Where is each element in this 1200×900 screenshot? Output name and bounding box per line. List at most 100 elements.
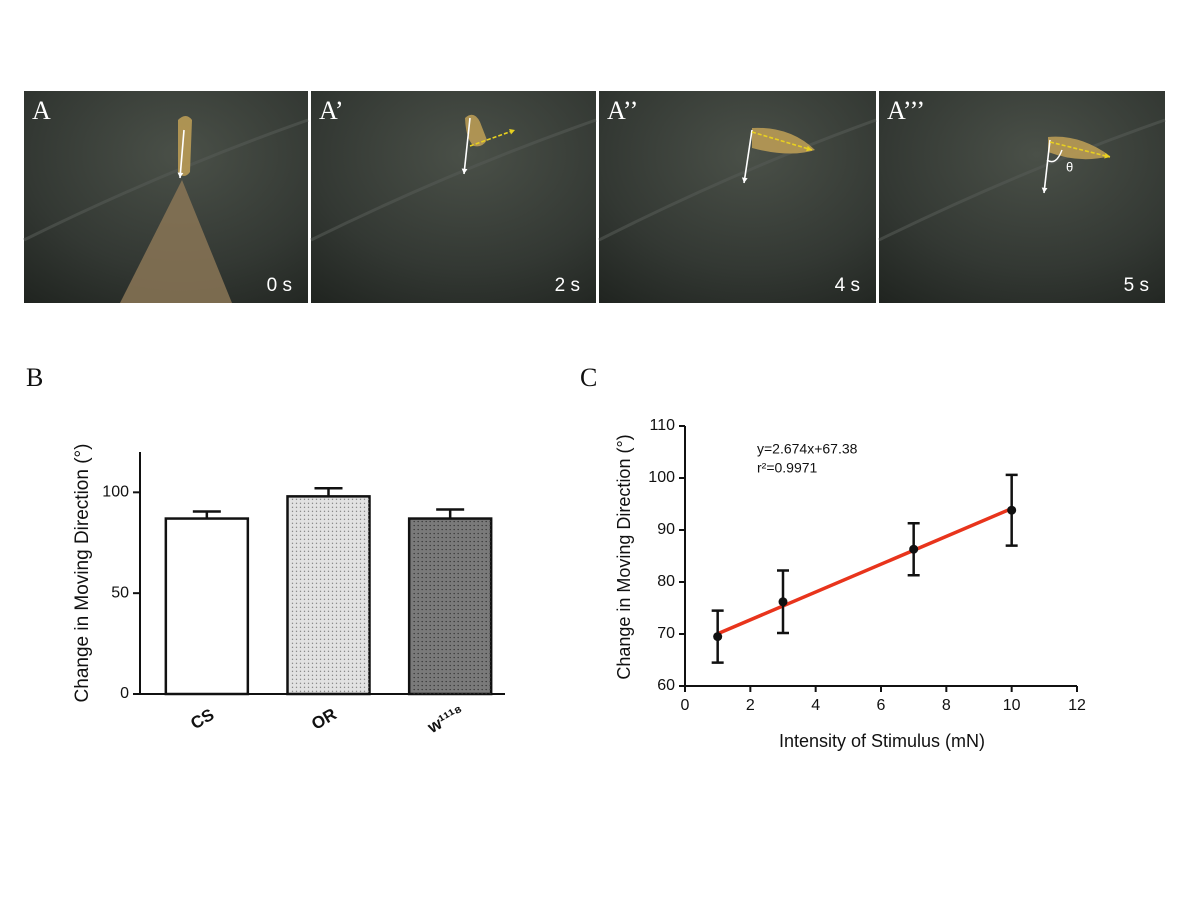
texture-dot bbox=[331, 594, 334, 597]
texture-dot bbox=[457, 660, 459, 663]
texture-dot bbox=[339, 502, 342, 505]
texture-dot bbox=[465, 536, 467, 539]
texture-dot bbox=[347, 558, 350, 561]
texture-dot bbox=[457, 548, 459, 551]
texture-dot bbox=[433, 588, 435, 591]
texture-dot bbox=[291, 502, 294, 505]
texture-dot bbox=[473, 600, 475, 603]
texture-dot bbox=[473, 604, 475, 607]
texture-dot bbox=[437, 568, 439, 571]
texture-dot bbox=[363, 506, 366, 509]
texture-dot bbox=[461, 572, 463, 575]
texture-dot bbox=[343, 526, 346, 529]
texture-dot bbox=[363, 674, 366, 677]
texture-dot bbox=[323, 574, 326, 577]
x-tick-label: 12 bbox=[1068, 697, 1086, 714]
texture-dot bbox=[445, 588, 447, 591]
texture-dot bbox=[335, 678, 338, 681]
texture-dot bbox=[347, 526, 350, 529]
texture-dot bbox=[307, 578, 310, 581]
texture-dot bbox=[307, 606, 310, 609]
texture-dot bbox=[319, 658, 322, 661]
texture-dot bbox=[367, 622, 370, 625]
texture-dot bbox=[331, 542, 334, 545]
texture-dot bbox=[465, 532, 467, 535]
texture-dot bbox=[323, 578, 326, 581]
texture-dot bbox=[319, 630, 322, 633]
texture-dot bbox=[485, 620, 487, 623]
texture-dot bbox=[421, 560, 423, 563]
texture-dot bbox=[413, 644, 415, 647]
texture-dot bbox=[367, 530, 370, 533]
texture-dot bbox=[291, 610, 294, 613]
texture-dot bbox=[315, 670, 318, 673]
texture-dot bbox=[473, 616, 475, 619]
texture-dot bbox=[307, 646, 310, 649]
texture-dot bbox=[453, 652, 455, 655]
texture-dot bbox=[477, 640, 479, 643]
texture-dot bbox=[441, 676, 443, 679]
texture-dot bbox=[339, 618, 342, 621]
texture-dot bbox=[465, 584, 467, 587]
texture-dot bbox=[469, 540, 471, 543]
texture-dot bbox=[291, 666, 294, 669]
texture-dot bbox=[489, 640, 491, 643]
texture-dot bbox=[449, 572, 451, 575]
texture-dot bbox=[453, 684, 455, 687]
texture-dot bbox=[363, 526, 366, 529]
texture-dot bbox=[327, 646, 330, 649]
texture-dot bbox=[429, 640, 431, 643]
texture-dot bbox=[347, 674, 350, 677]
texture-dot bbox=[359, 522, 362, 525]
texture-dot bbox=[469, 588, 471, 591]
texture-dot bbox=[307, 554, 310, 557]
texture-dot bbox=[473, 648, 475, 651]
texture-dot bbox=[359, 662, 362, 665]
texture-dot bbox=[473, 596, 475, 599]
texture-dot bbox=[311, 570, 314, 573]
texture-dot bbox=[477, 560, 479, 563]
texture-dot bbox=[457, 612, 459, 615]
texture-dot bbox=[465, 680, 467, 683]
texture-dot bbox=[433, 608, 435, 611]
texture-dot bbox=[307, 654, 310, 657]
texture-dot bbox=[299, 654, 302, 657]
texture-dot bbox=[437, 660, 439, 663]
texture-dot bbox=[319, 682, 322, 685]
texture-dot bbox=[319, 578, 322, 581]
texture-dot bbox=[441, 664, 443, 667]
texture-dot bbox=[477, 532, 479, 535]
texture-dot bbox=[295, 586, 298, 589]
texture-dot bbox=[417, 668, 419, 671]
texture-dot bbox=[303, 642, 306, 645]
texture-dot bbox=[295, 566, 298, 569]
texture-dot bbox=[331, 662, 334, 665]
texture-dot bbox=[481, 672, 483, 675]
y-tick-label: 0 bbox=[120, 685, 129, 702]
texture-dot bbox=[303, 554, 306, 557]
texture-dot bbox=[465, 628, 467, 631]
texture-dot bbox=[323, 522, 326, 525]
texture-dot bbox=[327, 606, 330, 609]
y-tick-label: 110 bbox=[649, 417, 675, 434]
panel-label: C bbox=[580, 363, 597, 392]
texture-dot bbox=[469, 560, 471, 563]
texture-dot bbox=[351, 650, 354, 653]
texture-dot bbox=[425, 692, 427, 695]
texture-dot bbox=[311, 658, 314, 661]
texture-dot bbox=[299, 562, 302, 565]
texture-dot bbox=[299, 530, 302, 533]
texture-dot bbox=[449, 580, 451, 583]
texture-dot bbox=[417, 560, 419, 563]
texture-dot bbox=[367, 570, 370, 573]
texture-dot bbox=[347, 610, 350, 613]
texture-dot bbox=[489, 676, 491, 679]
texture-dot bbox=[303, 550, 306, 553]
texture-dot bbox=[315, 650, 318, 653]
texture-dot bbox=[457, 680, 459, 683]
texture-dot bbox=[441, 608, 443, 611]
texture-dot bbox=[343, 638, 346, 641]
texture-dot bbox=[359, 638, 362, 641]
arena-edge bbox=[310, 118, 597, 242]
texture-dot bbox=[417, 672, 419, 675]
